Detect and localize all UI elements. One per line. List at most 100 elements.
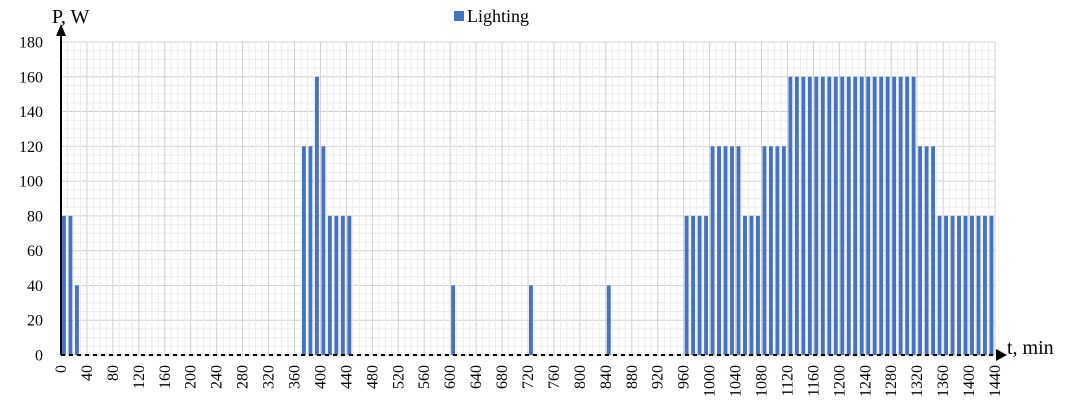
x-tick-label: 560 bbox=[416, 365, 433, 389]
x-tick-label: 240 bbox=[209, 365, 226, 389]
x-tick-label: 1400 bbox=[961, 365, 978, 397]
bars bbox=[62, 76, 994, 356]
y-tick-label: 160 bbox=[19, 69, 43, 86]
x-tick-label: 280 bbox=[235, 365, 252, 389]
x-tick-label: 840 bbox=[598, 365, 615, 389]
y-tick-labels: 0 20 40 60 80 100 120 140 160 180 bbox=[19, 35, 43, 365]
bar bbox=[334, 215, 339, 355]
x-axis-arrow bbox=[996, 349, 1007, 361]
x-tick-label: 1240 bbox=[857, 365, 874, 397]
x-tick-label: 720 bbox=[520, 365, 537, 389]
bar bbox=[788, 76, 793, 356]
bar bbox=[697, 215, 702, 355]
y-tick-label: 0 bbox=[35, 348, 43, 365]
bar bbox=[768, 146, 773, 355]
y-tick-label: 20 bbox=[27, 313, 43, 330]
bar bbox=[684, 215, 689, 355]
bar bbox=[924, 146, 929, 355]
x-tick-label: 1160 bbox=[805, 365, 822, 396]
x-tick-label: 800 bbox=[572, 365, 589, 389]
x-tick-label: 880 bbox=[624, 365, 641, 389]
bar bbox=[347, 215, 352, 355]
x-tick-label: 520 bbox=[390, 365, 407, 389]
bar bbox=[794, 76, 799, 356]
bar bbox=[704, 215, 709, 355]
bar bbox=[62, 215, 66, 355]
bar bbox=[846, 76, 851, 356]
x-tick-label: 160 bbox=[157, 365, 174, 389]
bar bbox=[833, 76, 838, 356]
bar bbox=[743, 215, 747, 355]
bar bbox=[717, 146, 721, 355]
bar bbox=[327, 215, 332, 355]
legend-label: Lighting bbox=[467, 6, 529, 26]
x-tick-labels: 0 40 80 120 160 200 240 280 320 360 400 440 480 520 56… bbox=[53, 365, 1004, 397]
bar bbox=[827, 76, 832, 356]
bar bbox=[983, 215, 987, 355]
x-tick-label: 480 bbox=[364, 365, 381, 389]
x-tick-label: 80 bbox=[105, 365, 122, 381]
x-axis-label: t, min bbox=[1007, 337, 1054, 359]
y-tick-label: 40 bbox=[27, 278, 43, 295]
bar bbox=[950, 215, 955, 355]
bar bbox=[892, 76, 897, 356]
y-tick-label: 140 bbox=[19, 104, 43, 121]
x-tick-label: 760 bbox=[546, 365, 563, 389]
y-tick-label: 60 bbox=[27, 243, 43, 260]
bar bbox=[710, 146, 715, 355]
x-tick-label: 1000 bbox=[702, 365, 719, 397]
bar bbox=[970, 215, 974, 355]
bar bbox=[775, 146, 780, 355]
bar bbox=[756, 215, 760, 355]
x-tick-label: 360 bbox=[287, 365, 304, 389]
x-tick-label: 1120 bbox=[779, 365, 796, 396]
y-tick-label: 180 bbox=[19, 35, 43, 52]
bar bbox=[859, 76, 864, 356]
y-tick-label: 120 bbox=[19, 139, 43, 156]
bar bbox=[314, 76, 319, 356]
x-tick-label: 960 bbox=[676, 365, 693, 389]
bar bbox=[730, 146, 734, 355]
bar bbox=[762, 146, 767, 355]
bar bbox=[963, 215, 968, 355]
bar bbox=[853, 76, 858, 356]
bar bbox=[801, 76, 806, 356]
bar bbox=[879, 76, 884, 356]
bar bbox=[840, 76, 845, 356]
bar bbox=[905, 76, 910, 356]
x-tick-label: 440 bbox=[338, 365, 355, 389]
bar bbox=[749, 215, 754, 355]
x-tick-label: 640 bbox=[468, 365, 485, 389]
x-tick-label: 320 bbox=[261, 365, 278, 389]
bar bbox=[918, 146, 923, 355]
x-tick-label: 40 bbox=[79, 365, 96, 381]
x-tick-label: 1360 bbox=[935, 365, 952, 397]
x-tick-label: 400 bbox=[312, 365, 329, 389]
bar bbox=[301, 146, 306, 355]
x-tick-label: 920 bbox=[650, 365, 667, 389]
bar bbox=[872, 76, 877, 356]
bar bbox=[944, 215, 948, 355]
x-tick-label: 1040 bbox=[728, 365, 745, 397]
axes bbox=[56, 24, 1007, 361]
x-tick-label: 1440 bbox=[987, 365, 1004, 397]
bar bbox=[529, 285, 533, 355]
bar bbox=[814, 76, 819, 356]
bar bbox=[321, 146, 326, 355]
bar bbox=[989, 215, 994, 355]
y-axis-arrow bbox=[56, 24, 66, 36]
bar bbox=[781, 146, 786, 355]
y-tick-label: 100 bbox=[19, 174, 43, 191]
bar bbox=[931, 146, 936, 355]
x-tick-label: 1080 bbox=[754, 365, 771, 397]
bar bbox=[866, 76, 871, 356]
bar bbox=[736, 146, 741, 355]
bar bbox=[308, 146, 313, 355]
x-tick-label: 680 bbox=[494, 365, 511, 389]
bar bbox=[74, 285, 79, 355]
bar bbox=[937, 215, 942, 355]
x-tick-label: 0 bbox=[53, 365, 70, 373]
bar bbox=[606, 285, 611, 355]
x-tick-label: 600 bbox=[442, 365, 459, 389]
bar bbox=[820, 76, 825, 356]
